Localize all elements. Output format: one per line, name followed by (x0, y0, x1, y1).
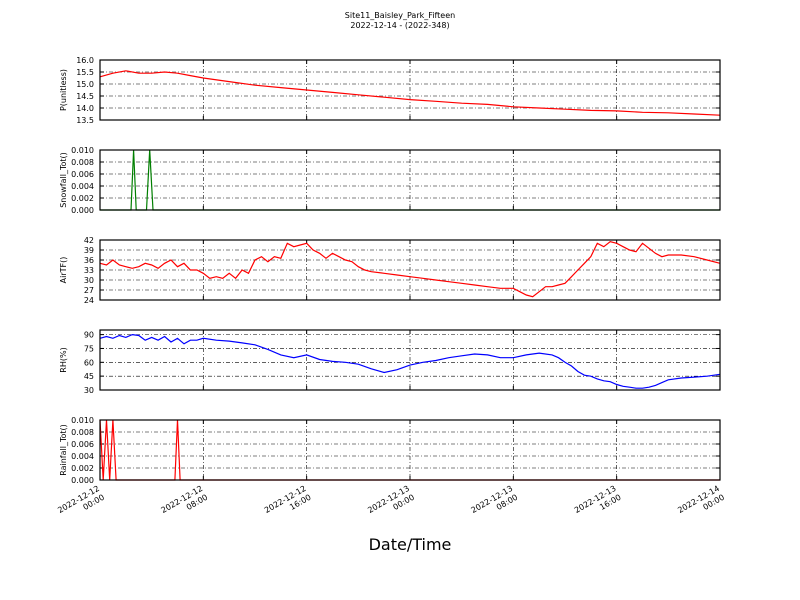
y-tick-label: 90 (84, 331, 94, 340)
axes-frame (99, 149, 721, 211)
y-axis-label: AirTF() (59, 257, 68, 284)
y-tick-label: 30 (84, 276, 94, 285)
x-tick-label: 2022-12-1216:00 (263, 484, 313, 524)
y-tick-label: 0.000 (71, 206, 94, 215)
y-tick-label: 27 (84, 286, 94, 295)
y-tick-label: 60 (84, 358, 94, 367)
x-tick-label: 2022-12-1308:00 (470, 484, 520, 524)
y-tick-label: 30 (84, 386, 94, 395)
x-tick-label: 2022-12-1300:00 (366, 484, 416, 524)
y-tick-label: 16.0 (76, 56, 94, 65)
y-tick-label: 0.010 (71, 146, 94, 155)
y-tick-label: 0.002 (71, 464, 94, 473)
chart-subtitle: 2022-12-14 - (2022-348) (350, 21, 450, 30)
y-tick-label: 15.5 (76, 68, 94, 77)
x-tick-label: 2022-12-1316:00 (573, 484, 623, 524)
y-tick-label: 0.002 (71, 194, 94, 203)
y-tick-label: 33 (84, 266, 94, 275)
y-axis-label: Snowfall_Tot() (59, 152, 68, 208)
series-line-3 (99, 333, 721, 389)
y-tick-label: 14.0 (76, 104, 94, 113)
y-tick-label: 0.006 (71, 440, 94, 449)
y-tick-label: 0.004 (71, 452, 94, 461)
chart-title: Site11_Baisley_Park_Fifteen (344, 11, 456, 20)
y-tick-label: 13.5 (76, 116, 94, 125)
y-tick-label: 0.010 (71, 416, 94, 425)
y-axis-label: RH(%) (59, 347, 68, 372)
y-tick-label: 15.0 (76, 80, 94, 89)
y-tick-label: 0.004 (71, 182, 94, 191)
y-tick-label: 24 (84, 296, 94, 305)
x-axis-label: Date/Time (368, 535, 452, 554)
x-tick-label: 2022-12-1400:00 (676, 484, 726, 524)
axes-frame (99, 59, 721, 121)
axes-frame (99, 419, 721, 481)
y-tick-label: 0.008 (71, 158, 94, 167)
y-tick-label: 14.5 (76, 92, 94, 101)
x-tick-label: 2022-12-1208:00 (160, 484, 210, 524)
axes-frame (99, 239, 721, 301)
series-line-2 (99, 241, 721, 298)
x-tick-label: 2022-12-1200:00 (56, 484, 106, 524)
y-axis-label: Rainfall_Tot() (59, 424, 68, 476)
y-tick-label: 42 (84, 236, 94, 245)
y-tick-label: 39 (84, 246, 94, 255)
axes-frame (99, 329, 721, 391)
y-tick-label: 36 (84, 256, 94, 265)
y-axis-label: P(unitless) (59, 69, 68, 111)
y-tick-label: 45 (84, 372, 94, 381)
y-tick-label: 0.006 (71, 170, 94, 179)
y-tick-label: 75 (84, 344, 94, 353)
y-tick-label: 0.008 (71, 428, 94, 437)
series-line-0 (99, 70, 721, 116)
y-tick-label: 0.000 (71, 476, 94, 485)
